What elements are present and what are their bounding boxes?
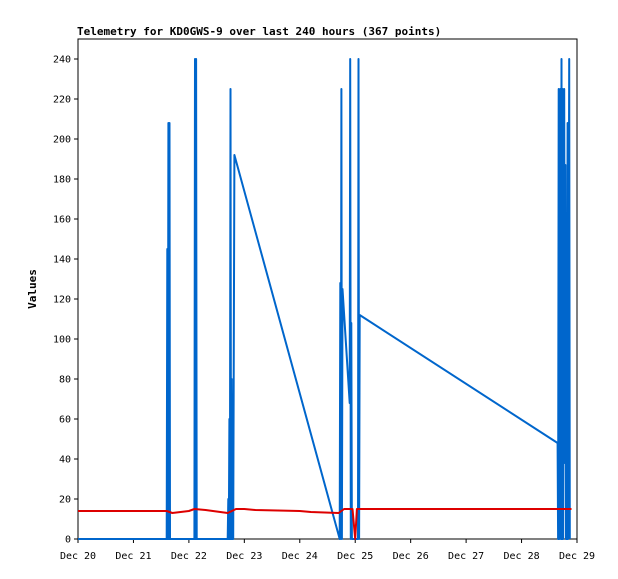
y-tick-label: 220 bbox=[53, 95, 71, 106]
x-tick-label: Dec 20 bbox=[60, 551, 96, 562]
x-tick-label: Dec 22 bbox=[171, 551, 207, 562]
x-tick-label: Dec 26 bbox=[393, 551, 429, 562]
y-axis-label: Values bbox=[26, 269, 39, 309]
x-tick-label: Dec 24 bbox=[282, 551, 318, 562]
x-tick-label: Dec 29 bbox=[559, 551, 595, 562]
y-tick-label: 240 bbox=[53, 55, 71, 66]
series-2-line bbox=[78, 508, 572, 540]
y-tick-label: 80 bbox=[59, 375, 71, 386]
series-group bbox=[78, 58, 572, 540]
y-tick-label: 200 bbox=[53, 135, 71, 146]
y-tick-label: 180 bbox=[53, 175, 71, 186]
y-tick-label: 160 bbox=[53, 215, 71, 226]
x-tick-label: Dec 25 bbox=[337, 551, 373, 562]
chart-title: Telemetry for KD0GWS-9 over last 240 hou… bbox=[77, 25, 441, 38]
y-tick-label: 60 bbox=[59, 415, 71, 426]
x-axis: Dec 20 Dec 21 Dec 22 Dec 23 Dec 24 Dec 25 Dec … bbox=[60, 539, 595, 562]
x-tick-label: Dec 27 bbox=[448, 551, 484, 562]
plot-area bbox=[77, 38, 578, 540]
x-tick-label: Dec 28 bbox=[503, 551, 539, 562]
x-tick-label: Dec 21 bbox=[115, 551, 151, 562]
series-1-line bbox=[78, 58, 571, 540]
y-tick-label: 0 bbox=[65, 535, 71, 546]
x-tick-label: Dec 23 bbox=[226, 551, 262, 562]
y-tick-label: 140 bbox=[53, 255, 71, 266]
y-tick-label: 100 bbox=[53, 335, 71, 346]
y-tick-label: 40 bbox=[59, 455, 71, 466]
y-axis: 0 20 40 60 80 100 120 140 160 180 200 220 240 bbox=[53, 55, 78, 546]
y-tick-label: 120 bbox=[53, 295, 71, 306]
y-tick-label: 20 bbox=[59, 495, 71, 506]
